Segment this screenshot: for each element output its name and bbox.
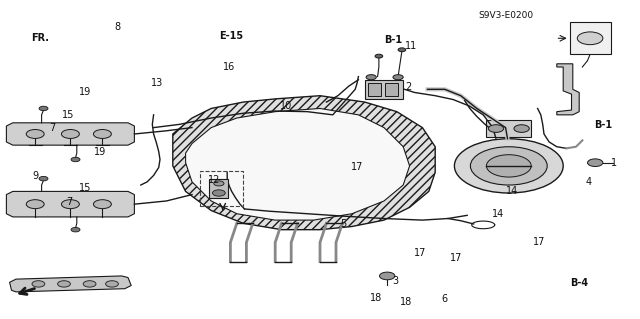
Text: 7: 7 — [66, 197, 72, 207]
Circle shape — [393, 75, 403, 80]
Circle shape — [39, 176, 48, 181]
Text: B-1: B-1 — [595, 120, 612, 130]
Text: S9V3-E0200: S9V3-E0200 — [478, 11, 533, 20]
Text: B-1: B-1 — [385, 35, 403, 45]
Bar — [200, 171, 243, 206]
Text: E-15: E-15 — [220, 31, 244, 41]
Text: 12: 12 — [208, 175, 221, 185]
Circle shape — [380, 272, 395, 280]
Text: 19: 19 — [79, 87, 92, 97]
Circle shape — [106, 281, 118, 287]
Circle shape — [61, 200, 79, 209]
Circle shape — [214, 181, 224, 186]
Text: FR.: FR. — [31, 33, 49, 43]
Text: 6: 6 — [442, 294, 448, 304]
Text: 5: 5 — [340, 219, 347, 229]
Polygon shape — [10, 276, 131, 292]
Circle shape — [488, 125, 504, 132]
Circle shape — [366, 75, 376, 80]
Text: 13: 13 — [150, 78, 163, 88]
Text: 10: 10 — [280, 101, 292, 111]
Circle shape — [32, 281, 45, 287]
Text: 14: 14 — [492, 209, 504, 219]
Circle shape — [71, 157, 80, 162]
Bar — [570, 22, 611, 54]
Text: 11: 11 — [404, 41, 417, 51]
Circle shape — [470, 147, 547, 185]
Text: 18: 18 — [400, 297, 413, 308]
Circle shape — [93, 130, 111, 138]
Text: 2: 2 — [405, 82, 412, 92]
Bar — [368, 83, 381, 96]
Circle shape — [212, 190, 225, 196]
Text: 14: 14 — [506, 186, 518, 197]
Text: 15: 15 — [62, 110, 75, 121]
Circle shape — [398, 48, 406, 52]
Text: 18: 18 — [370, 293, 383, 303]
Text: 8: 8 — [114, 22, 120, 32]
Text: 16: 16 — [223, 62, 236, 72]
Text: 17: 17 — [533, 237, 546, 248]
Circle shape — [454, 139, 563, 193]
Circle shape — [26, 130, 44, 138]
Polygon shape — [6, 123, 134, 145]
Circle shape — [486, 155, 531, 177]
Circle shape — [514, 125, 529, 132]
Text: 15: 15 — [79, 183, 92, 193]
Text: 19: 19 — [94, 146, 107, 157]
Polygon shape — [186, 108, 410, 220]
Bar — [486, 120, 531, 137]
Circle shape — [71, 227, 80, 232]
Circle shape — [39, 106, 48, 111]
Text: 3: 3 — [392, 276, 399, 286]
Bar — [365, 80, 403, 99]
Bar — [209, 179, 228, 198]
Polygon shape — [557, 64, 579, 115]
Polygon shape — [173, 96, 435, 230]
Circle shape — [26, 200, 44, 209]
Circle shape — [83, 281, 96, 287]
Polygon shape — [6, 191, 134, 217]
Circle shape — [93, 200, 111, 209]
Text: 4: 4 — [586, 177, 592, 187]
Bar — [385, 83, 398, 96]
Circle shape — [375, 54, 383, 58]
Text: 17: 17 — [351, 161, 364, 172]
Circle shape — [577, 32, 603, 45]
Circle shape — [588, 159, 603, 167]
Text: B-4: B-4 — [570, 278, 588, 288]
Text: 7: 7 — [49, 123, 56, 133]
Circle shape — [58, 281, 70, 287]
Text: 9: 9 — [32, 171, 38, 181]
Text: 17: 17 — [413, 248, 426, 258]
Text: 1: 1 — [611, 158, 618, 168]
Circle shape — [61, 130, 79, 138]
Text: 17: 17 — [450, 253, 463, 263]
